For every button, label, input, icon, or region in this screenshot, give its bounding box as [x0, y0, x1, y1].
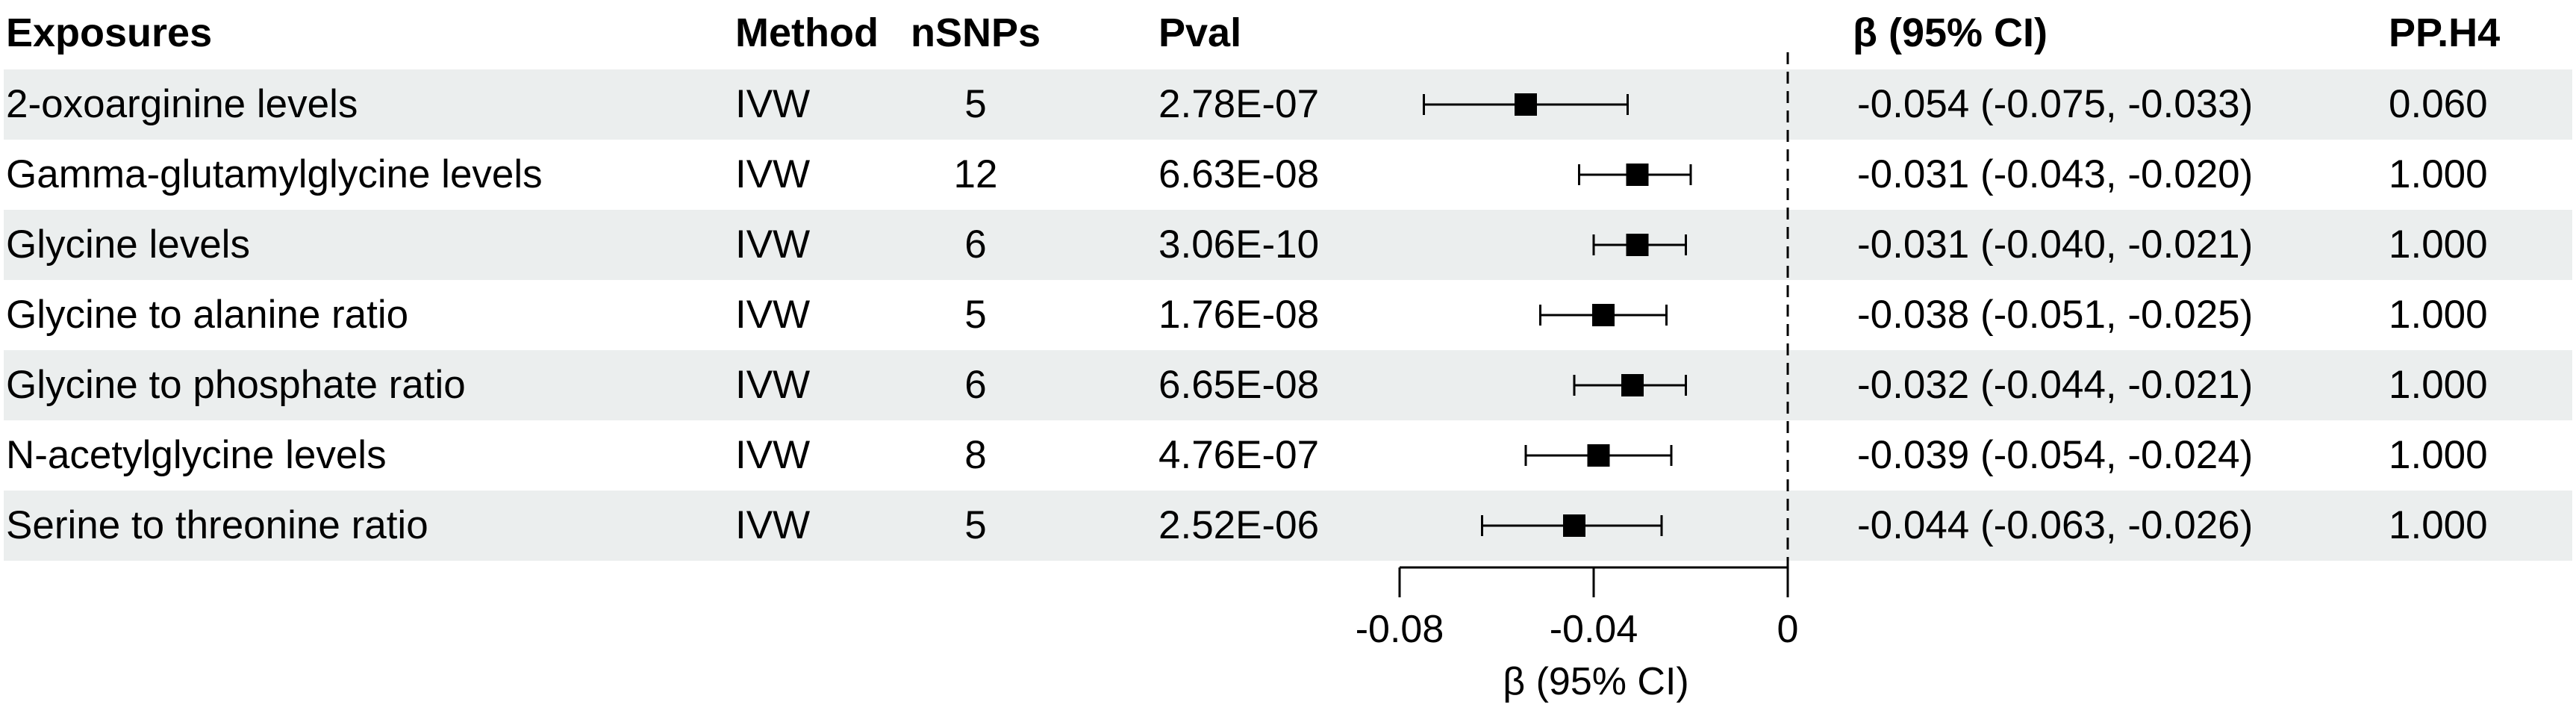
- pph4-value: 1.000: [2389, 433, 2488, 477]
- x-axis-title: β (95% CI): [1503, 660, 1689, 703]
- nsnps-value: 12: [954, 152, 998, 196]
- table-rows: 2-oxoarginine levels IVW 5 2.78E-07 -0.054 (…: [6, 82, 2488, 547]
- ci-value: -0.032 (-0.044, -0.021): [1857, 363, 2253, 407]
- row-stripe: [4, 350, 2572, 420]
- ci-value: -0.054 (-0.075, -0.033): [1857, 82, 2253, 126]
- header-exposures: Exposures: [6, 10, 212, 55]
- exposure-label: Glycine to alanine ratio: [6, 293, 408, 337]
- nsnps-value: 5: [964, 82, 986, 126]
- method-value: IVW: [735, 433, 810, 477]
- method-value: IVW: [735, 293, 810, 337]
- exposure-label: N-acetylglycine levels: [6, 433, 387, 477]
- pval-value: 1.76E-08: [1158, 293, 1319, 337]
- exposure-label: Gamma-glutamylglycine levels: [6, 152, 543, 196]
- method-value: IVW: [735, 503, 810, 547]
- header-ci: β (95% CI): [1853, 10, 2048, 55]
- method-value: IVW: [735, 222, 810, 267]
- pval-value: 2.52E-06: [1158, 503, 1319, 547]
- pph4-value: 1.000: [2389, 293, 2488, 337]
- header-method: Method: [735, 10, 879, 55]
- pval-value: 4.76E-07: [1158, 433, 1319, 477]
- row-stripe: [4, 69, 2572, 140]
- forest-plot-area: [1423, 52, 1789, 567]
- nsnps-value: 8: [964, 433, 986, 477]
- point-estimate: [1515, 93, 1537, 116]
- pph4-value: 1.000: [2389, 222, 2488, 267]
- point-estimate: [1626, 164, 1649, 186]
- x-tick-label: 0: [1777, 608, 1799, 651]
- pval-value: 6.65E-08: [1158, 363, 1319, 407]
- exposure-label: 2-oxoarginine levels: [6, 82, 358, 126]
- header-pval: Pval: [1158, 10, 1241, 55]
- pval-value: 2.78E-07: [1158, 82, 1319, 126]
- method-value: IVW: [735, 363, 810, 407]
- point-estimate: [1621, 374, 1644, 396]
- pph4-value: 1.000: [2389, 363, 2488, 407]
- pph4-value: 1.000: [2389, 152, 2488, 196]
- pph4-value: 0.060: [2389, 82, 2488, 126]
- nsnps-value: 5: [964, 293, 986, 337]
- header-nsnps: nSNPs: [911, 10, 1041, 55]
- row-stripes: [4, 69, 2572, 561]
- exposure-label: Glycine to phosphate ratio: [6, 363, 466, 407]
- point-estimate: [1592, 304, 1615, 326]
- header-pph4: PP.H4: [2389, 10, 2500, 55]
- x-tick-label: -0.08: [1356, 608, 1444, 651]
- nsnps-value: 6: [964, 363, 986, 407]
- pval-value: 6.63E-08: [1158, 152, 1319, 196]
- point-estimate: [1563, 514, 1585, 537]
- row-stripe: [4, 210, 2572, 280]
- x-axis: β (95% CI) -0.08 -0.04 0: [1356, 566, 1799, 703]
- pval-value: 3.06E-10: [1158, 222, 1319, 267]
- column-headers: Exposures Method nSNPs Pval β (95% CI) P…: [6, 10, 2500, 55]
- row-stripe: [4, 491, 2572, 561]
- ci-value: -0.031 (-0.043, -0.020): [1857, 152, 2253, 196]
- ci-value: -0.031 (-0.040, -0.021): [1857, 222, 2253, 267]
- ci-value: -0.038 (-0.051, -0.025): [1857, 293, 2253, 337]
- exposure-label: Serine to threonine ratio: [6, 503, 428, 547]
- nsnps-value: 6: [964, 222, 986, 267]
- ci-value: -0.039 (-0.054, -0.024): [1857, 433, 2253, 477]
- method-value: IVW: [735, 82, 810, 126]
- point-estimate: [1626, 234, 1649, 256]
- nsnps-value: 5: [964, 503, 986, 547]
- point-estimate: [1587, 444, 1610, 467]
- method-value: IVW: [735, 152, 810, 196]
- exposure-label: Glycine levels: [6, 222, 250, 267]
- pph4-value: 1.000: [2389, 503, 2488, 547]
- ci-value: -0.044 (-0.063, -0.026): [1857, 503, 2253, 547]
- x-tick-label: -0.04: [1550, 608, 1638, 651]
